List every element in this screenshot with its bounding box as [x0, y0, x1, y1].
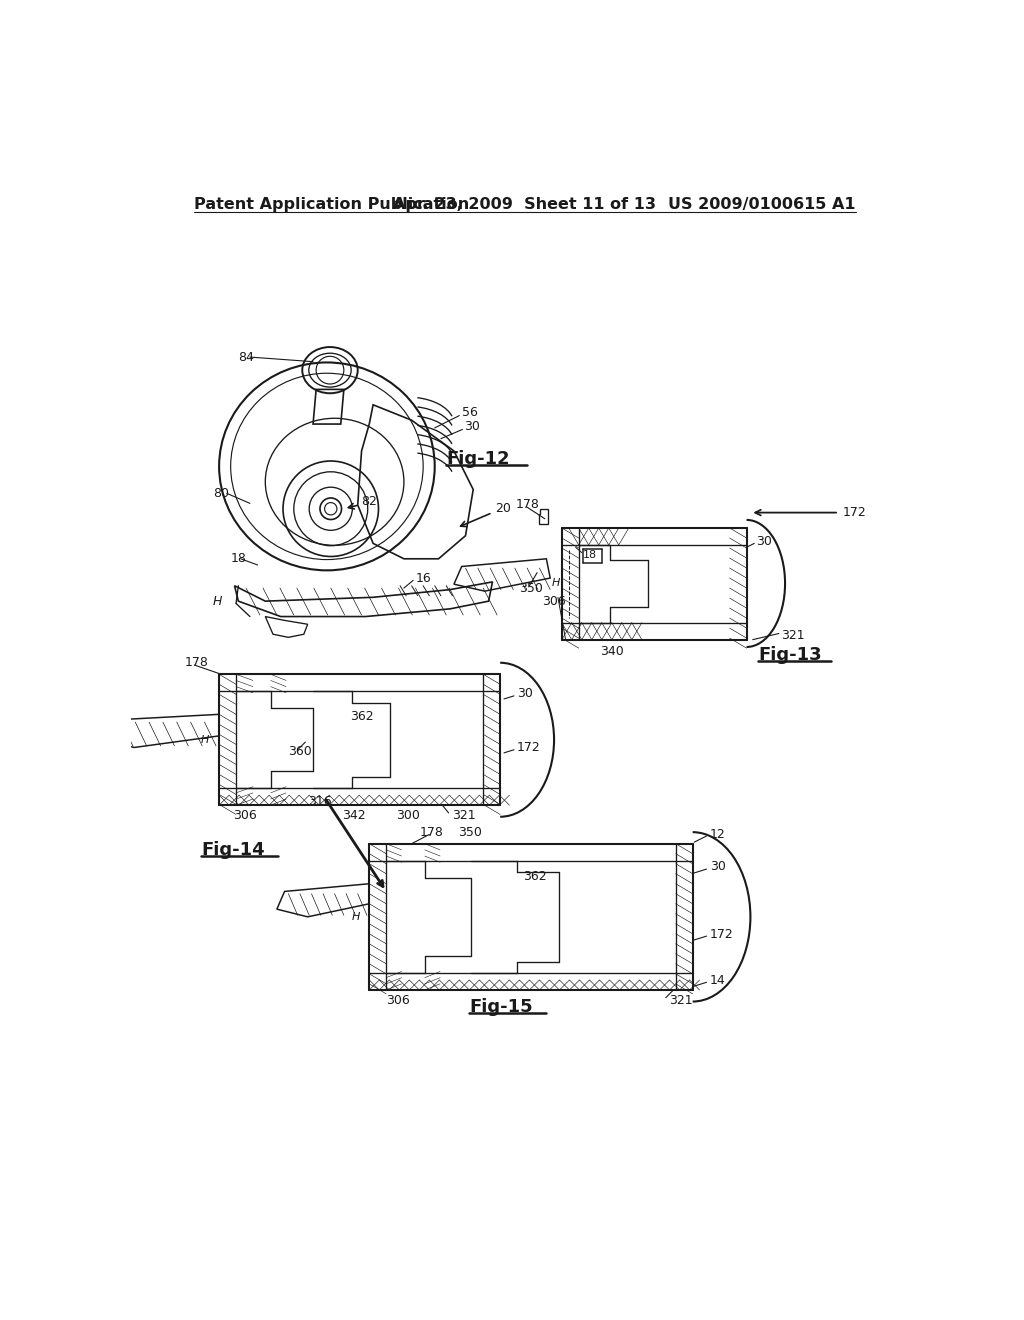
Text: 56: 56 [462, 407, 477, 418]
Text: H: H [551, 578, 560, 589]
Text: 350: 350 [519, 582, 544, 594]
Text: 30: 30 [464, 420, 480, 433]
Text: 172: 172 [843, 506, 866, 519]
Text: 172: 172 [710, 928, 733, 941]
Text: 340: 340 [600, 644, 624, 657]
Text: 360: 360 [289, 744, 312, 758]
Text: 321: 321 [781, 630, 805, 643]
Text: 16: 16 [416, 572, 431, 585]
Text: 316: 316 [307, 795, 332, 808]
Text: 82: 82 [361, 495, 378, 508]
Text: Fig-13: Fig-13 [758, 645, 821, 664]
Text: 20: 20 [495, 502, 511, 515]
Text: 172: 172 [517, 741, 541, 754]
Text: H: H [201, 735, 210, 744]
Text: 80: 80 [213, 487, 229, 500]
Text: H: H [213, 594, 222, 607]
Text: Apr. 23, 2009  Sheet 11 of 13: Apr. 23, 2009 Sheet 11 of 13 [393, 197, 656, 211]
Text: 300: 300 [396, 809, 420, 822]
Text: 14: 14 [710, 974, 725, 987]
Text: 18: 18 [584, 550, 597, 560]
Text: 306: 306 [542, 594, 566, 607]
Text: 30: 30 [710, 861, 725, 874]
Text: 306: 306 [386, 994, 410, 1007]
Text: 321: 321 [670, 994, 693, 1007]
Text: 342: 342 [342, 809, 366, 822]
Text: 362: 362 [523, 870, 547, 883]
Text: Fig-14: Fig-14 [202, 841, 265, 859]
Text: 350: 350 [458, 825, 481, 838]
Text: 178: 178 [419, 825, 443, 838]
Text: US 2009/0100615 A1: US 2009/0100615 A1 [669, 197, 856, 211]
Text: H: H [351, 912, 359, 921]
Text: 178: 178 [515, 499, 540, 511]
Text: Patent Application Publication: Patent Application Publication [194, 197, 469, 211]
Text: 306: 306 [233, 809, 257, 822]
Text: 30: 30 [517, 686, 532, 700]
Text: 362: 362 [350, 710, 374, 723]
Text: 84: 84 [239, 351, 254, 363]
Text: 178: 178 [184, 656, 208, 669]
Text: Fig-15: Fig-15 [469, 998, 532, 1016]
Text: 321: 321 [452, 809, 475, 822]
Text: 12: 12 [710, 828, 725, 841]
Text: Fig-12: Fig-12 [446, 450, 510, 467]
Text: 18: 18 [230, 552, 247, 565]
Text: 30: 30 [756, 536, 772, 548]
